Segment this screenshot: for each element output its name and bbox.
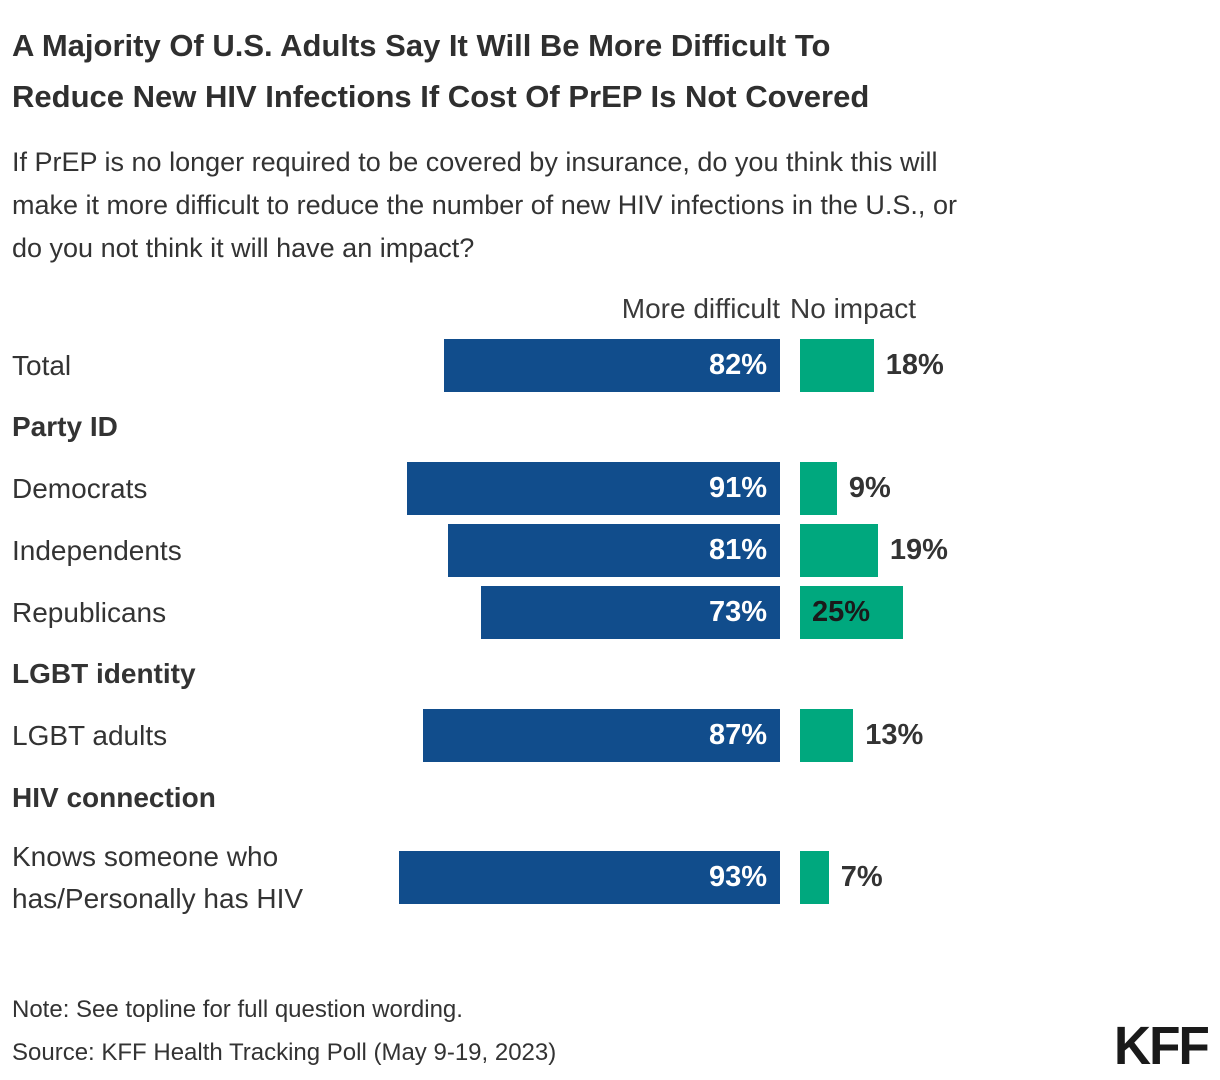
row-label: LGBT adults <box>12 719 168 751</box>
chart-row: Knows someone who has/Personally has HIV 9… <box>0 840 1220 914</box>
more-difficult-bar: 73% <box>480 586 780 639</box>
more-difficult-bar: 82% <box>443 339 780 392</box>
more-difficult-zone: 91% <box>400 462 780 515</box>
no-impact-value: 9% <box>848 472 891 504</box>
row-label: Republicans <box>12 596 167 628</box>
chart-header: A Majority Of U.S. Adults Say It Will Be… <box>0 20 1220 270</box>
no-impact-bar <box>800 339 874 392</box>
section-header-label: HIV connection <box>12 782 216 813</box>
no-impact-zone: 9% <box>780 462 1220 515</box>
more-difficult-zone: 87% <box>400 709 780 762</box>
chart-footer: Note: See topline for full question word… <box>0 996 1220 1076</box>
no-impact-bar <box>800 462 837 515</box>
page-title: A Majority Of U.S. Adults Say It Will Be… <box>12 28 870 114</box>
no-impact-bar <box>800 709 854 762</box>
bar-chart: More difficult No impact Total 82% 18% Part… <box>0 292 1220 914</box>
note-text: Note: See topline for full question word… <box>12 996 463 1023</box>
more-difficult-bar: 81% <box>447 524 780 577</box>
more-difficult-value: 91% <box>708 472 767 504</box>
section-header-label: LGBT identity <box>12 658 196 689</box>
no-impact-zone: 7% <box>780 851 1220 904</box>
source-text: Source: KFF Health Tracking Poll (May 9-… <box>12 1039 557 1066</box>
row-label: Independents <box>12 534 182 566</box>
chart-rows: Total 82% 18% Party ID Democrats 91% 9% Indepen… <box>0 339 1220 914</box>
no-impact-value: 7% <box>840 861 883 893</box>
more-difficult-zone: 81% <box>400 524 780 577</box>
chart-row: Republicans 73% 25% <box>0 586 1220 639</box>
more-difficult-value: 87% <box>708 719 767 751</box>
more-difficult-zone: 82% <box>400 339 780 392</box>
more-difficult-value: 73% <box>708 596 767 628</box>
no-impact-value: 19% <box>889 534 948 566</box>
column-header-more-difficult: More difficult <box>621 293 780 324</box>
no-impact-bar: 25% <box>800 586 903 639</box>
more-difficult-zone: 73% <box>400 586 780 639</box>
no-impact-value: 18% <box>885 349 944 381</box>
chart-row: Total 82% 18% <box>0 339 1220 392</box>
more-difficult-bar: 91% <box>406 462 780 515</box>
row-label: Total <box>12 349 72 381</box>
more-difficult-value: 93% <box>708 861 767 893</box>
more-difficult-value: 82% <box>708 349 767 381</box>
no-impact-zone: 13% <box>780 709 1220 762</box>
kff-logo: KFF <box>1113 1016 1210 1076</box>
no-impact-value: 25% <box>812 596 871 628</box>
more-difficult-bar: 93% <box>398 851 780 904</box>
section-header: Party ID <box>0 392 1220 462</box>
more-difficult-zone: 93% <box>398 851 780 904</box>
chart-row: Democrats 91% 9% <box>0 462 1220 515</box>
no-impact-bar <box>800 524 878 577</box>
no-impact-zone: 25% <box>780 586 1220 639</box>
section-header: LGBT identity <box>0 639 1220 709</box>
column-header-no-impact: No impact <box>790 293 917 324</box>
row-label: Knows someone who has/Personally has HIV <box>12 840 304 914</box>
no-impact-zone: 19% <box>780 524 1220 577</box>
chart-row: LGBT adults 87% 13% <box>0 709 1220 762</box>
more-difficult-value: 81% <box>708 534 767 566</box>
section-header-label: Party ID <box>12 411 118 442</box>
page-subtitle: If PrEP is no longer required to be cove… <box>12 147 957 263</box>
section-header: HIV connection <box>0 762 1220 851</box>
no-impact-zone: 18% <box>780 339 1220 392</box>
no-impact-value: 13% <box>865 719 924 751</box>
chart-row: Independents 81% 19% <box>0 524 1220 577</box>
row-label: Democrats <box>12 472 148 504</box>
no-impact-bar <box>800 851 829 904</box>
more-difficult-bar: 87% <box>423 709 780 762</box>
column-headers: More difficult No impact <box>0 292 1220 325</box>
